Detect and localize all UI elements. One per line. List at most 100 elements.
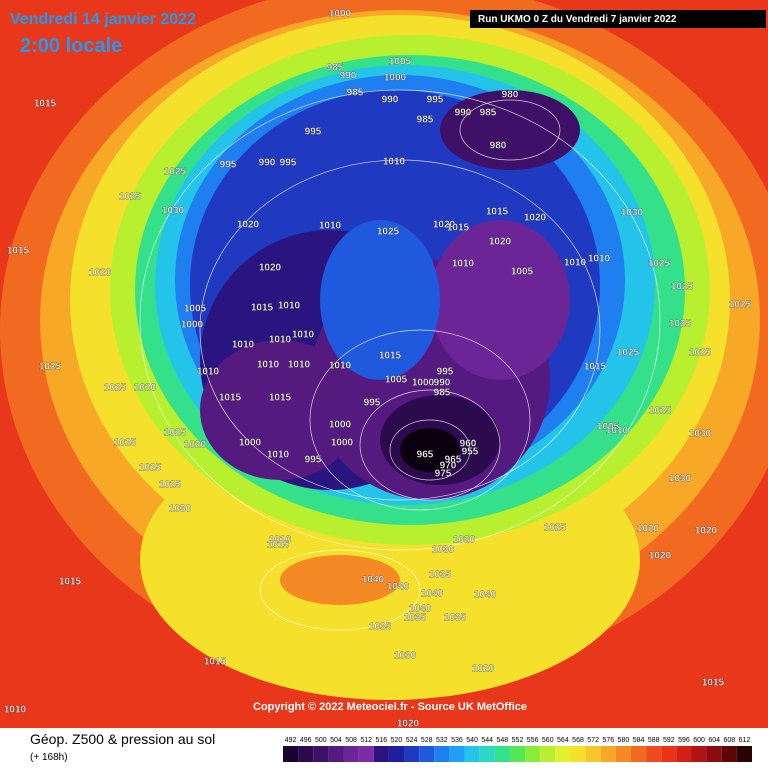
isobar-label: 990 (259, 158, 276, 169)
colorbar-label: 608 (723, 737, 735, 744)
colorbar-cell (479, 746, 495, 762)
colorbar-label: 548 (497, 737, 509, 744)
isobar-label: 1000 (384, 73, 407, 84)
colorbar-label: 500 (315, 737, 327, 744)
isobar-label: 985 (434, 388, 451, 399)
colorbar-cell (419, 746, 435, 762)
isobar-label: 1020 (695, 526, 718, 537)
isobar-label: 1025 (669, 319, 692, 330)
isobar-label: 995 (437, 367, 454, 378)
colorbar-cell (449, 746, 465, 762)
isobar-label: 1000 (329, 9, 352, 20)
isobar-label: 1015 (702, 678, 725, 689)
colorbar-label: 516 (375, 737, 387, 744)
isobar-label: 1015 (219, 393, 242, 404)
isobar-label: 1015 (447, 223, 470, 234)
colorbar-cell (540, 746, 556, 762)
isobar-label: 1010 (267, 450, 290, 461)
isobar-label: 985 (347, 88, 364, 99)
colorbar-cell (676, 746, 692, 762)
colorbar-cell (298, 746, 314, 762)
isobar-label: 980 (502, 90, 519, 101)
isobar-label: 1040 (362, 575, 385, 586)
isobar-label: 1025 (649, 406, 672, 417)
isobar-label: 1030 (432, 545, 455, 556)
isobar-label: 995 (305, 455, 322, 466)
isobar-label: 980 (490, 141, 507, 152)
isobar-label: 1035 (369, 622, 392, 633)
colorbar-cell (328, 746, 344, 762)
colorbar-label: 532 (436, 737, 448, 744)
colorbar-label: 572 (587, 737, 599, 744)
colorbar-label: 512 (360, 737, 372, 744)
colorbar-label: 520 (391, 737, 403, 744)
map-date: Vendredi 14 janvier 2022 (10, 11, 196, 28)
isobar-label: 1010 (197, 367, 220, 378)
isobar-label: 1010 (257, 360, 280, 371)
isobar-label: 1020 (397, 719, 420, 730)
isobar-label: 1005 (389, 57, 412, 68)
isobar-label: 1010 (232, 340, 255, 351)
colorbar-cell (373, 746, 389, 762)
colorbar-label: 544 (481, 737, 493, 744)
isobar-label: 1020 (649, 551, 672, 562)
colorbar-cell (706, 746, 722, 762)
isobar-label: 1010 (4, 705, 27, 716)
colorbar-label: 504 (330, 737, 342, 744)
footer-title: Géop. Z500 & pression au sol (30, 731, 215, 747)
colorbar-cell (600, 746, 616, 762)
isobar-label: 1005 (511, 267, 534, 278)
isobar-label: 1025 (617, 348, 640, 359)
isobar-labels: 1000 1015 1025 1025 1030 1015 1020 1005 1000 985 9… (4, 9, 752, 730)
isobar-label: 1000 (329, 420, 352, 431)
isobar-label: 1025 (139, 463, 162, 474)
isobar-label: 975 (435, 469, 452, 480)
isobar-label: 1025 (164, 428, 187, 439)
colorbar-cell (570, 746, 586, 762)
colorbar-cell (691, 746, 707, 762)
isobar-label: 970 (440, 461, 457, 472)
colorbar-cell (630, 746, 647, 762)
colorbar-label: 580 (618, 737, 630, 744)
colorbar-label: 576 (602, 737, 614, 744)
isobar-label: 1000 (181, 320, 204, 331)
isobar-label: 1020 (237, 220, 260, 231)
colorbar-label: 496 (300, 737, 312, 744)
colorbar-cell (555, 746, 571, 762)
isobar-label: 1015 (379, 351, 402, 362)
isobar-label: 1010 (288, 360, 311, 371)
isobar-label: 1005 (385, 375, 408, 386)
isobar-label: 1025 (104, 383, 127, 394)
isobar-label: 1025 (119, 192, 142, 203)
isobar-label: 1010 (292, 330, 315, 341)
isobar-label: 1010 (452, 259, 475, 270)
colorbar-label: 536 (451, 737, 463, 744)
copyright: Copyright © 2022 Meteociel.fr - Source U… (253, 701, 527, 713)
isobar-label: 1000 (331, 438, 354, 449)
colorbar-cell (721, 746, 737, 762)
isobar-label: 1015 (204, 657, 227, 668)
isobar-label: 1015 (267, 540, 290, 551)
isobar-label: 1015 (251, 303, 274, 314)
isobar-label: 1035 (444, 613, 467, 624)
isobar-label: 960 (460, 439, 477, 450)
isobar-label: 1020 (259, 263, 282, 274)
colorbar-label: 508 (345, 737, 357, 744)
isobar-label: 1030 (621, 208, 644, 219)
isobar-label: 1025 (648, 259, 671, 270)
colorbar-label: 588 (648, 737, 660, 744)
isobar-label: 995 (280, 158, 297, 169)
isobar-label: 1025 (729, 300, 752, 311)
colorbar-cell (585, 746, 601, 762)
colorbar-cell (343, 746, 359, 762)
colorbar-cell (509, 746, 526, 762)
run-info: Run UKMO 0 Z du Vendredi 7 janvier 2022 (478, 14, 677, 25)
isobar-label: 1030 (162, 206, 185, 217)
isobar-label: 1010 (564, 258, 587, 269)
isobar-label: 990 (340, 71, 357, 82)
colorbar-label: 492 (285, 737, 297, 744)
isobar-label: 1005 (597, 422, 620, 433)
isobar-label: 995 (427, 95, 444, 106)
isobar-label: 1025 (114, 438, 137, 449)
